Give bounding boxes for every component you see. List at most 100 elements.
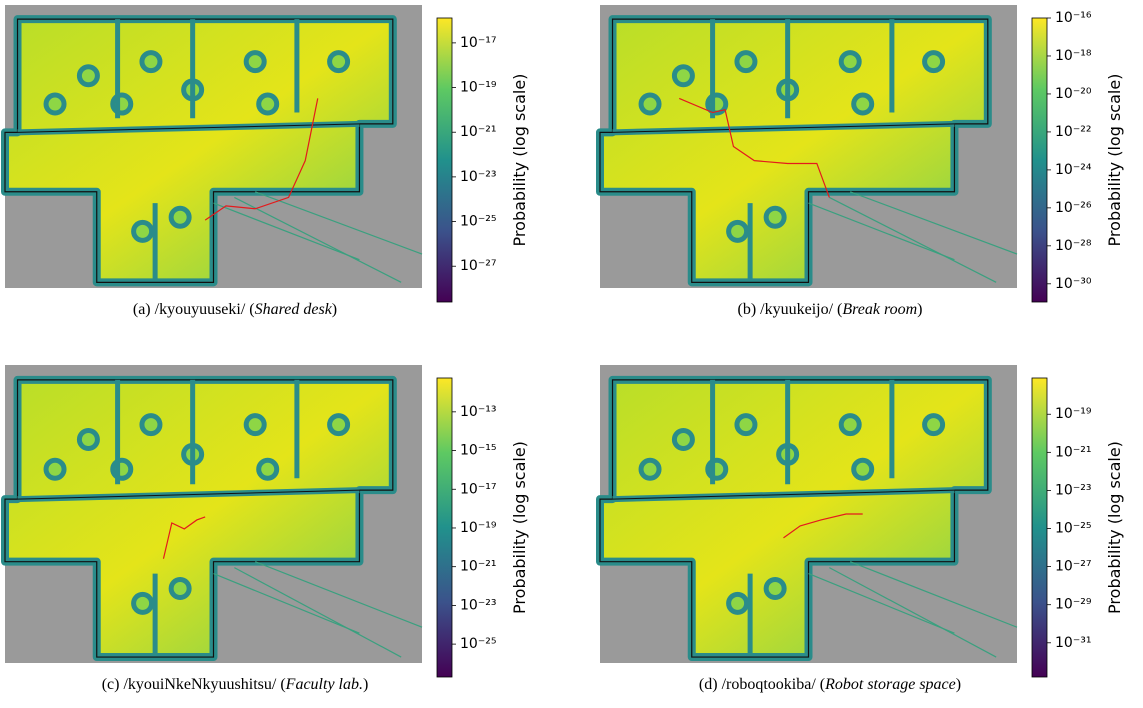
room-obstacle <box>139 413 163 437</box>
caption-text: (d) /roboqtookiba/ ( <box>699 676 825 693</box>
laser-ray <box>254 561 423 628</box>
floor-wall <box>599 18 989 283</box>
colorbar <box>1031 377 1048 678</box>
caption: (c) /kyouiNkeNkyuushitsu/ (Faculty lab.) <box>102 676 369 693</box>
caption: (a) /kyouyuuseki/ (Shared desk) <box>133 301 337 318</box>
colorbar-tick-label: 10⁻²⁹ <box>1055 597 1092 613</box>
colorbar-tick-label: 10⁻²⁶ <box>1055 200 1092 216</box>
room-obstacle <box>168 205 192 229</box>
colorbar-tick-label: 10⁻¹⁶ <box>1055 10 1092 26</box>
room-obstacle <box>726 591 750 615</box>
room-obstacle <box>922 50 946 74</box>
colorbar-tick-label: 10⁻²¹ <box>460 124 496 140</box>
panel: 10⁻¹⁶ 10⁻¹⁸ 10⁻²⁰ 10⁻²² 10⁻²⁴ 10⁻²⁶ 10⁻²⁸ 10⁻³⁰… <box>596 5 1124 318</box>
room-obstacle <box>922 413 946 437</box>
robot-path <box>783 513 863 539</box>
room-obstacle <box>76 428 100 451</box>
colorbar-label: Probability (log scale) <box>510 441 529 614</box>
room-obstacle <box>256 92 280 116</box>
caption-italic: Faculty lab. <box>285 676 363 693</box>
room-obstacle <box>851 92 875 116</box>
colorbar-tick-label: 10⁻²⁷ <box>1055 559 1091 575</box>
room-obstacle <box>256 457 280 481</box>
colorbar-tick-label: 10⁻²⁵ <box>1055 521 1091 537</box>
colorbar-tick-label: 10⁻¹⁷ <box>460 481 496 497</box>
colorbar-tick-label: 10⁻²² <box>1055 124 1091 140</box>
colorbar-tick-label: 10⁻¹⁹ <box>460 80 497 96</box>
laser-ray <box>213 202 360 261</box>
caption-text: (a) /kyouyuuseki/ ( <box>133 301 255 318</box>
corridor-wall <box>17 489 360 500</box>
robot-path <box>678 97 830 198</box>
colorbar-tick-label: 10⁻¹⁷ <box>460 35 496 51</box>
colorbar-tick-label: 10⁻²¹ <box>1055 444 1091 460</box>
robot-path <box>204 98 319 221</box>
caption-text: ) <box>956 676 961 693</box>
colorbar-tick-label: 10⁻²⁷ <box>460 258 496 274</box>
colorbar-tick-label: 10⁻³⁰ <box>1055 276 1092 292</box>
colorbar-tick-label: 10⁻¹⁹ <box>1055 406 1092 422</box>
laser-ray <box>849 191 1018 255</box>
colorbar-tick-label: 10⁻²³ <box>460 597 496 613</box>
room-obstacle <box>838 413 862 437</box>
room-obstacle <box>327 413 351 437</box>
floor-wall <box>4 379 394 658</box>
room-obstacle <box>838 50 862 74</box>
caption-text: ) <box>917 301 922 318</box>
colorbar-tick-label: 10⁻²⁴ <box>1055 162 1092 178</box>
laser-ray <box>254 191 423 255</box>
room-obstacle <box>763 205 787 229</box>
room-obstacle <box>671 64 695 88</box>
caption: (d) /roboqtookiba/ (Robot storage space) <box>699 676 961 693</box>
room-obstacle <box>726 219 750 243</box>
panel: 10⁻¹⁷ 10⁻¹⁹ 10⁻²¹ 10⁻²³ 10⁻²⁵ 10⁻²⁷ Probabilit… <box>1 5 529 318</box>
room-obstacle <box>734 413 758 437</box>
caption-italic: Robot storage space <box>824 676 956 693</box>
colorbar-tick-label: 10⁻²⁵ <box>460 636 496 652</box>
colorbar-tick-label: 10⁻¹⁵ <box>460 443 496 459</box>
colorbar <box>1031 17 1048 303</box>
colorbar-label: Probability (log scale) <box>1105 74 1124 247</box>
room-obstacle <box>131 219 155 243</box>
room-obstacle <box>76 64 100 88</box>
room-obstacle <box>763 577 787 600</box>
colorbar-tick-label: 10⁻²⁸ <box>1055 238 1092 254</box>
caption-text: (c) /kyouiNkeNkyuushitsu/ ( <box>102 676 286 693</box>
room-obstacle <box>168 577 192 600</box>
floor-wall <box>599 379 989 658</box>
colorbar-tick-label: 10⁻¹⁹ <box>460 520 497 536</box>
room-obstacle <box>243 50 267 74</box>
panel: 10⁻¹³ 10⁻¹⁵ 10⁻¹⁷ 10⁻¹⁹ 10⁻²¹ 10⁻²³ 10⁻²⁵ Proba… <box>1 365 529 693</box>
laser-ray <box>829 196 997 283</box>
robot-path <box>162 516 206 559</box>
caption: (b) /kyuukeijo/ (Break room) <box>738 301 923 318</box>
laser-ray <box>808 202 955 261</box>
colorbar-tick-label: 10⁻²³ <box>1055 482 1091 498</box>
colorbar-tick-label: 10⁻¹⁸ <box>1055 48 1092 64</box>
corridor-wall <box>612 123 955 133</box>
laser-ray <box>808 573 955 634</box>
colorbar-label: Probability (log scale) <box>510 74 529 247</box>
room-obstacle <box>671 428 695 451</box>
caption-text: ) <box>332 301 337 318</box>
colorbar <box>436 377 453 678</box>
room-obstacle <box>43 457 67 481</box>
laser-ray <box>234 196 402 283</box>
room-obstacle <box>327 50 351 74</box>
colorbar-label: Probability (log scale) <box>1105 441 1124 614</box>
caption-italic: Break room <box>842 301 917 318</box>
laser-ray <box>234 567 402 658</box>
room-obstacle <box>851 457 875 481</box>
room-obstacle <box>131 591 155 615</box>
caption-text: (b) /kyuukeijo/ ( <box>738 301 843 318</box>
caption-text: ) <box>363 676 368 693</box>
room-obstacle <box>243 413 267 437</box>
room-obstacle <box>43 92 67 116</box>
laser-ray <box>849 561 1018 628</box>
laser-ray <box>829 567 997 658</box>
colorbar-tick-label: 10⁻²⁵ <box>460 214 496 230</box>
panel: 10⁻¹⁹ 10⁻²¹ 10⁻²³ 10⁻²⁵ 10⁻²⁷ 10⁻²⁹ 10⁻³¹ Proba… <box>596 365 1124 693</box>
colorbar-tick-label: 10⁻²¹ <box>460 559 496 575</box>
colorbar-tick-label: 10⁻³¹ <box>1055 635 1091 651</box>
